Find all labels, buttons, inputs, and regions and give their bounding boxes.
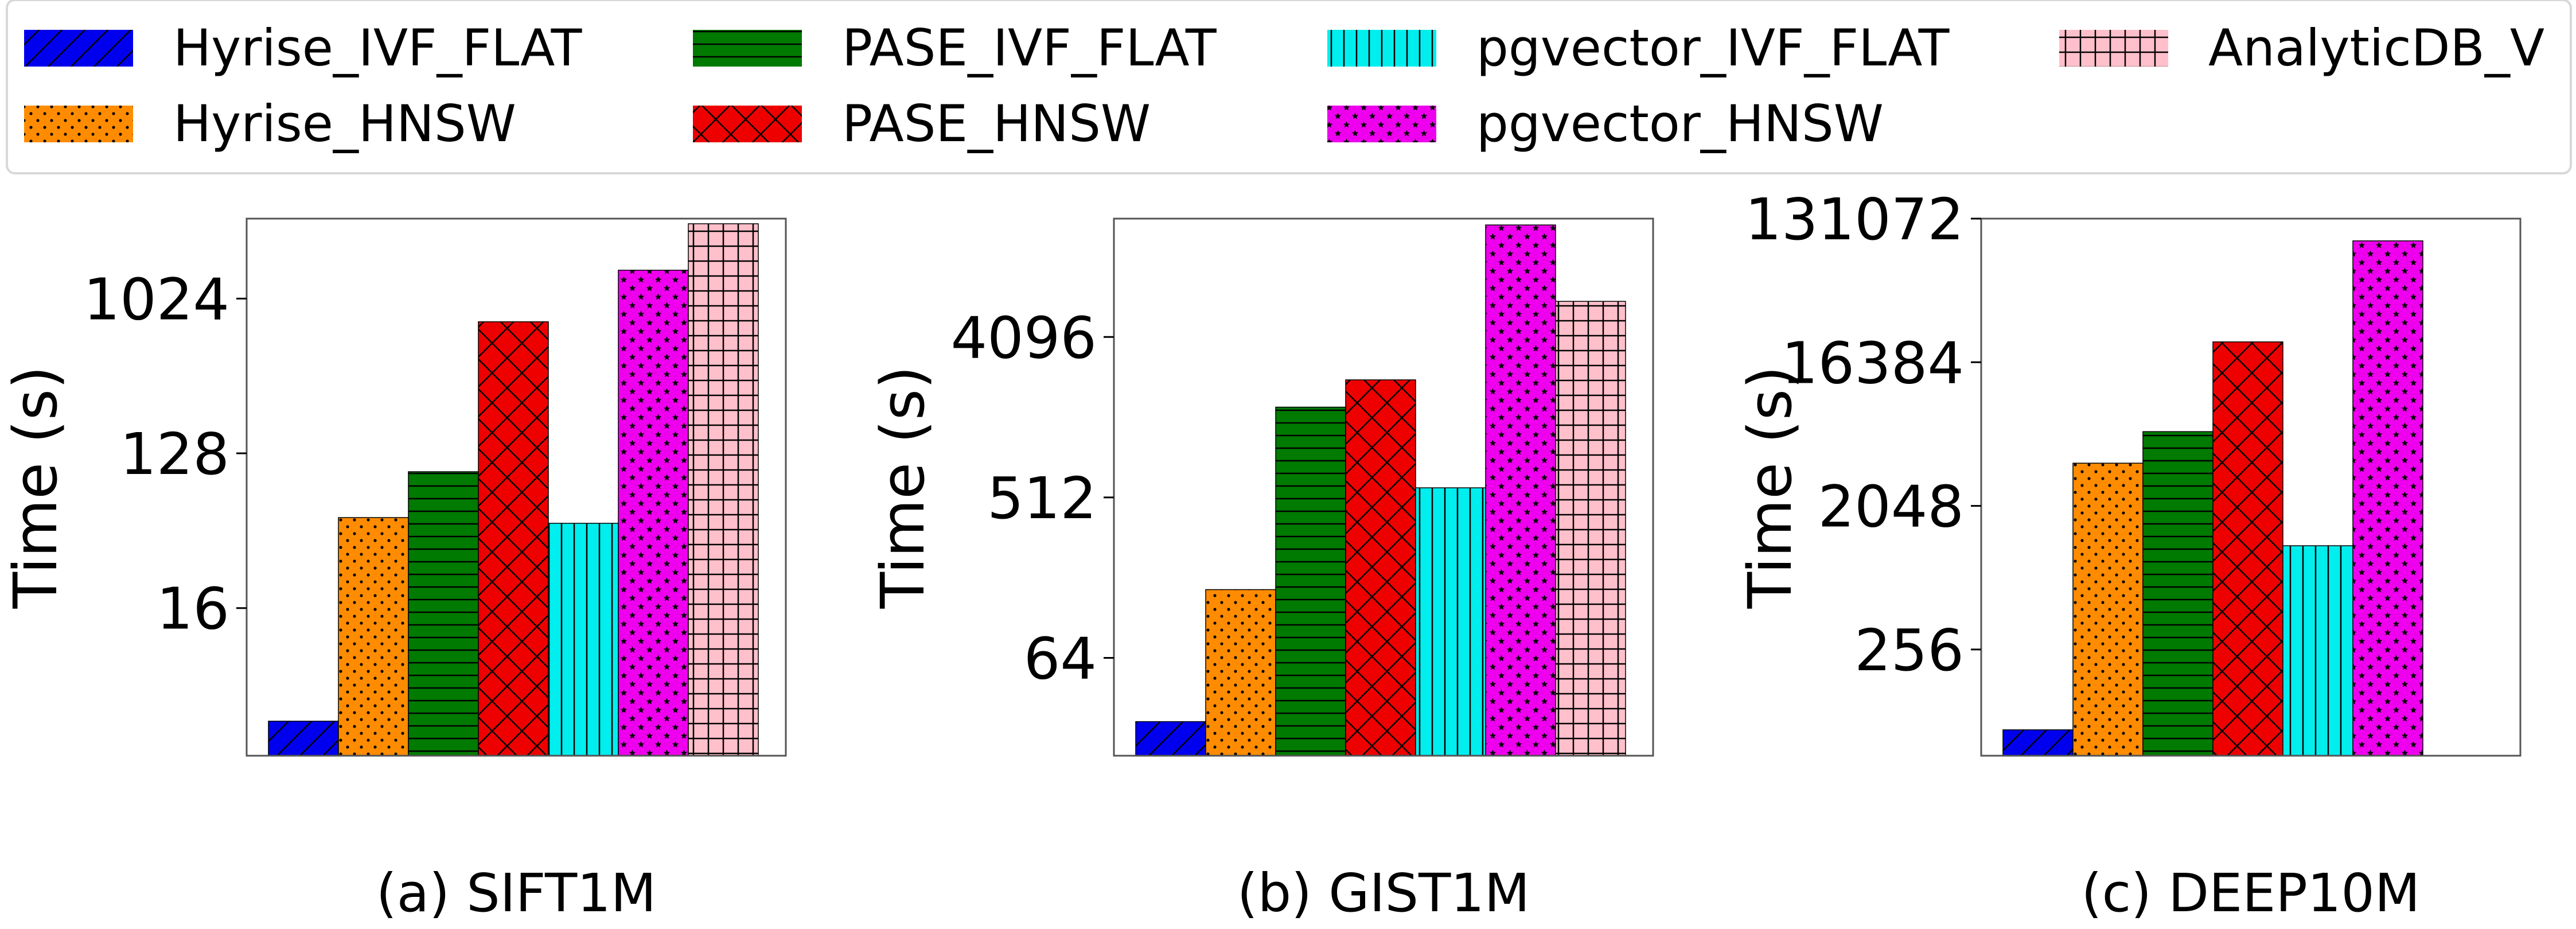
legend-swatch-pase-ivf-flat: [693, 30, 802, 67]
y-tick-label: 64: [1024, 625, 1097, 692]
panel-title: (a) SIFT1M: [376, 862, 656, 924]
panel-title: (c) DEEP10M: [2082, 862, 2421, 924]
legend-item-pgvector-hnsw: pgvector_HNSW: [1327, 94, 1884, 153]
legend-swatch-pgvector-hnsw: [1327, 106, 1436, 142]
bar-hyrise-hnsw: [2072, 462, 2144, 756]
bar-hyrise-hnsw: [1205, 589, 1276, 756]
y-tick-label: 131072: [1745, 186, 1964, 253]
axes-frame: [245, 217, 787, 757]
y-tick-label: 4096: [951, 304, 1097, 371]
y-tick-label: 1024: [84, 266, 230, 333]
panel-title: (b) GIST1M: [1237, 862, 1530, 924]
bar-hyrise-hnsw: [338, 517, 409, 756]
bar-analyticdb-v: [1555, 301, 1626, 756]
bar-pase-ivf-flat: [1275, 406, 1346, 756]
legend-item-pase-ivf-flat: PASE_IVF_FLAT: [693, 18, 1217, 77]
bar-hyrise-ivf-flat: [268, 721, 339, 756]
bar-pase-hnsw: [1345, 379, 1416, 756]
legend-label: Hyrise_IVF_FLAT: [173, 18, 583, 77]
y-axis-label: Time (s): [868, 366, 938, 609]
y-tick-label: 16384: [1782, 329, 1964, 397]
axes-frame: [1113, 217, 1654, 757]
y-tick-label: 512: [987, 465, 1097, 532]
legend-item-pase-hnsw: PASE_HNSW: [693, 94, 1151, 153]
legend-swatch-pase-hnsw: [693, 106, 802, 142]
y-axis-label: Time (s): [1, 366, 71, 609]
legend-swatch-hyrise-hnsw: [24, 106, 133, 142]
axes-frame: [1980, 217, 2522, 757]
legend-frame: [6, 0, 2572, 174]
bar-pase-hnsw: [2212, 341, 2283, 756]
legend-label: Hyrise_HNSW: [173, 94, 516, 153]
legend-item-pgvector-ivf-flat: pgvector_IVF_FLAT: [1327, 18, 1950, 77]
legend-swatch-hyrise-ivf-flat: [24, 30, 133, 67]
y-axis-label: Time (s): [1735, 366, 1805, 609]
y-tick-label: 128: [120, 421, 229, 488]
legend-swatch-pgvector-ivf-flat: [1327, 30, 1436, 67]
panel-deep10m: 256 2048 16384 131072 Time (s) (c) DEEP10M: [1735, 186, 2522, 924]
y-tick-label: 256: [1854, 617, 1964, 684]
bar-pgvector-ivf-flat: [1415, 487, 1486, 756]
bar-hyrise-ivf-flat: [2002, 729, 2074, 756]
bar-pase-ivf-flat: [408, 471, 479, 756]
bar-hyrise-ivf-flat: [1135, 721, 1206, 756]
bar-pgvector-hnsw: [1485, 224, 1556, 756]
legend-swatch-analyticdb-v: [2059, 30, 2168, 67]
bar-analyticdb-v: [688, 223, 759, 756]
y-tick-label: 16: [157, 576, 229, 643]
legend-label: PASE_HNSW: [842, 94, 1151, 153]
bar-pgvector-hnsw: [618, 270, 689, 756]
y-tick-label: 2048: [1818, 473, 1965, 541]
legend-label: pgvector_HNSW: [1476, 94, 1884, 153]
legend-label: pgvector_IVF_FLAT: [1476, 18, 1950, 77]
legend-item-analyticdb-v: AnalyticDB_V: [2059, 18, 2544, 77]
bar-pgvector-hnsw: [2352, 240, 2423, 756]
bar-pase-ivf-flat: [2142, 431, 2213, 756]
legend: Hyrise_IVF_FLAT PASE_IVF_FLAT pgvector_IVF…: [6, 0, 2572, 174]
bar-pgvector-ivf-flat: [2282, 545, 2353, 756]
legend-item-hyrise-ivf-flat: Hyrise_IVF_FLAT: [24, 18, 583, 77]
legend-label: AnalyticDB_V: [2208, 18, 2544, 77]
legend-item-hyrise-hnsw: Hyrise_HNSW: [24, 94, 516, 153]
bar-pase-hnsw: [478, 321, 549, 756]
bar-pgvector-ivf-flat: [548, 523, 619, 756]
legend-label: PASE_IVF_FLAT: [842, 18, 1217, 77]
